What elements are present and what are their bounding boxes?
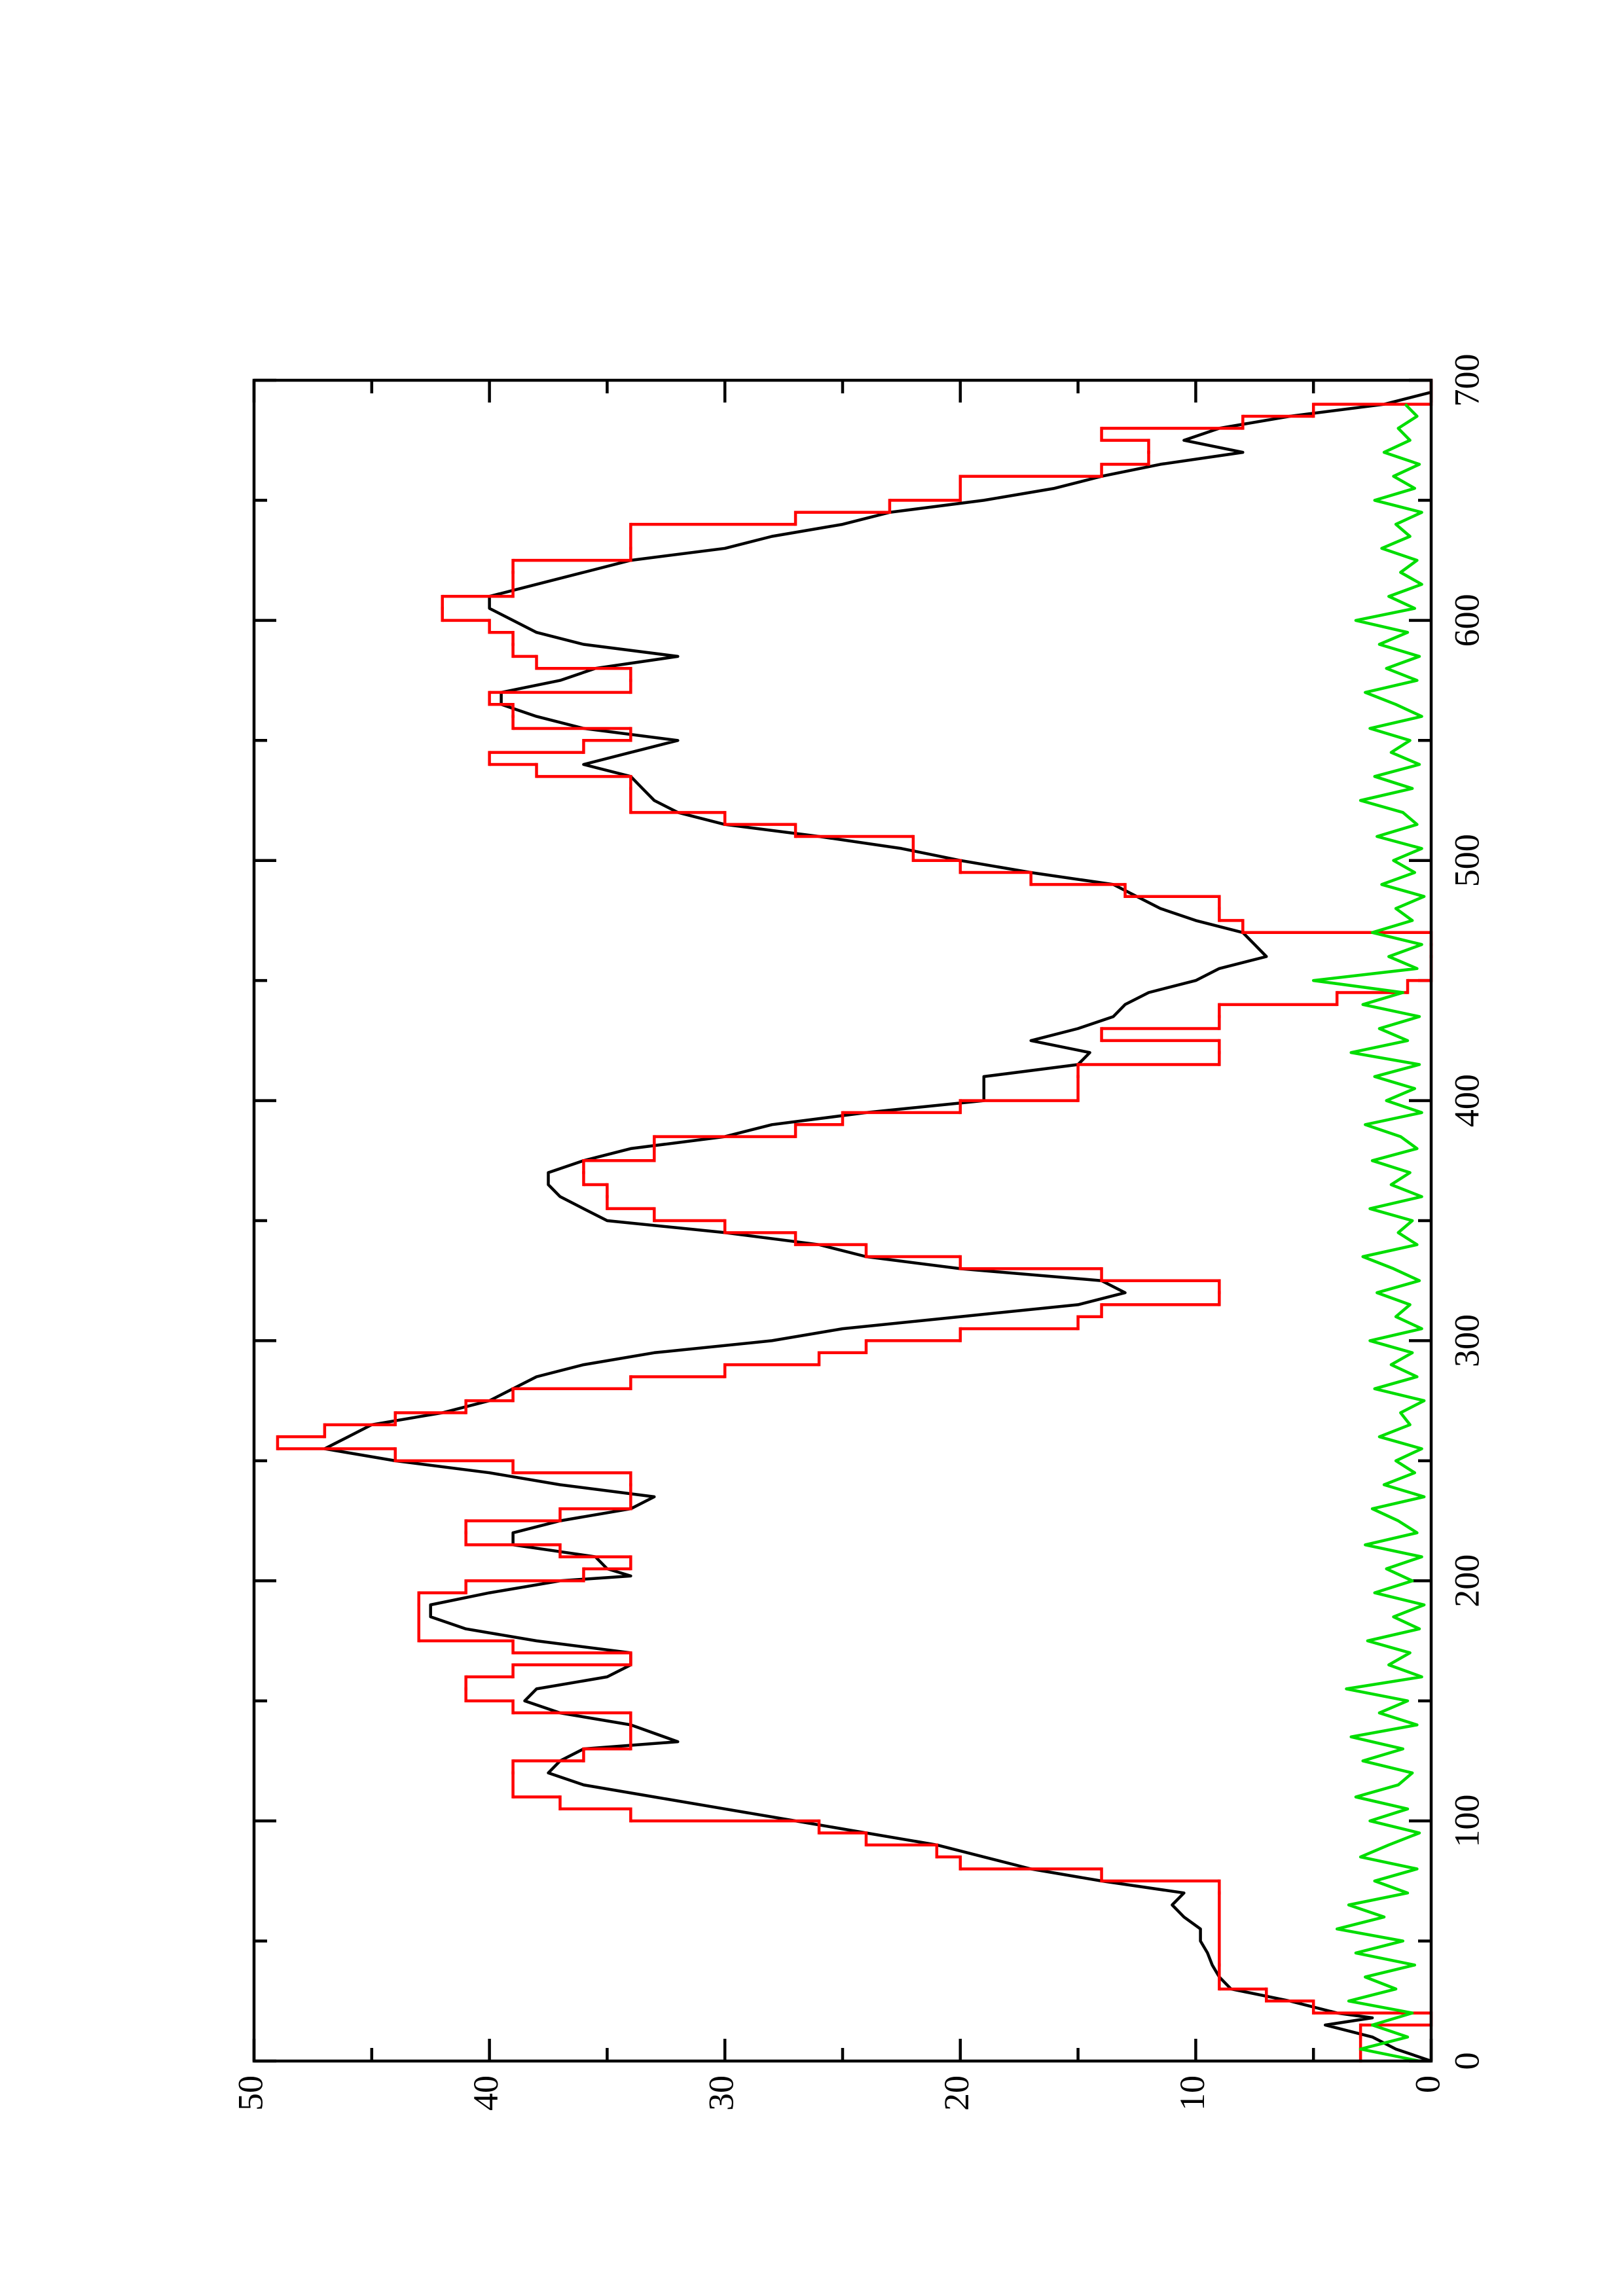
x-tick-label: 700 (1447, 354, 1486, 407)
y-tick-label: 10 (1173, 2075, 1212, 2111)
y-tick-label: 50 (230, 2075, 270, 2111)
x-tick-label: 200 (1447, 1554, 1486, 1607)
plot: 0 100 200 300 400 500 600 700 0 10 20 30 40 50 (230, 354, 1486, 2111)
y-tick-label: 0 (1408, 2075, 1447, 2093)
data-line (323, 391, 1432, 2063)
y-tick-label: 30 (702, 2075, 741, 2111)
x-tick-label: 100 (1447, 1795, 1486, 1848)
x-tick-label: 500 (1447, 834, 1486, 887)
x-tick-label: 600 (1447, 594, 1486, 647)
y-tick-label: 40 (466, 2075, 505, 2111)
plot-frame (252, 378, 1433, 2063)
x-tick-label: 0 (1447, 2053, 1486, 2070)
data-line (1311, 403, 1426, 2063)
x-tick-label: 300 (1447, 1314, 1486, 1367)
y-tick-label: 20 (937, 2075, 976, 2111)
x-tick-label: 400 (1447, 1074, 1486, 1127)
